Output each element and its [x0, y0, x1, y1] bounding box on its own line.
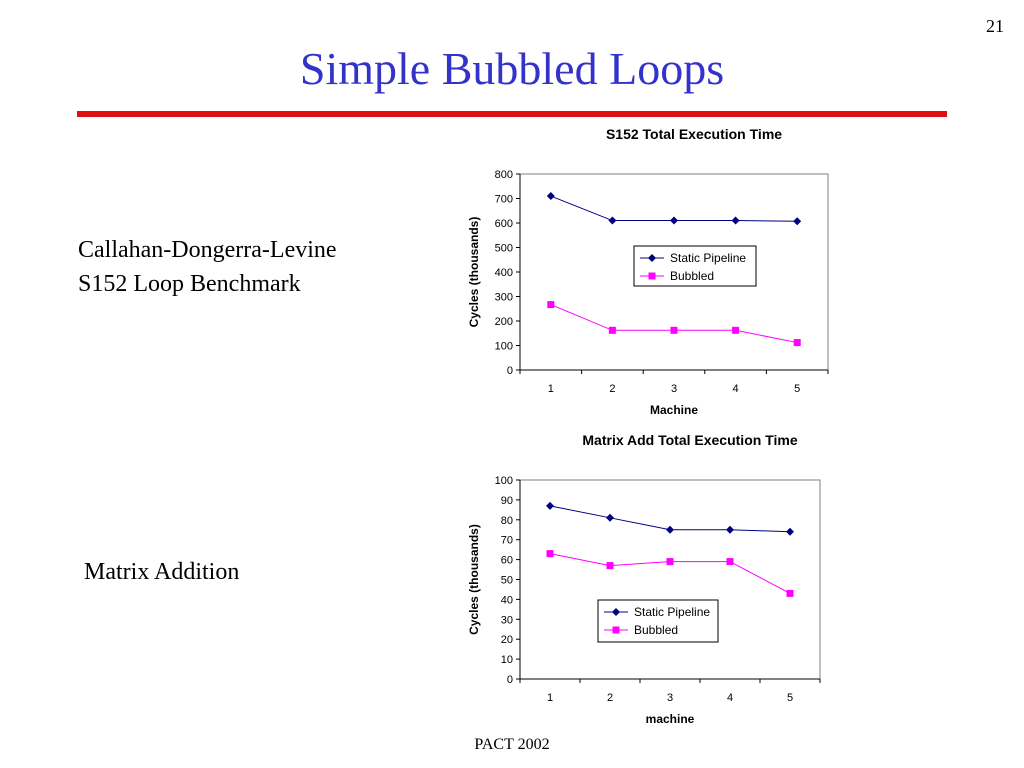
- static-pipeline-series-point: [666, 525, 674, 534]
- legend-swatch-marker: [612, 626, 620, 634]
- y-tick-label: 70: [501, 535, 513, 547]
- plot-area: [519, 479, 821, 680]
- x-tick-label: 1: [548, 383, 554, 395]
- y-axis-title: Cycles (thousands): [467, 524, 481, 635]
- y-tick-label: 10: [501, 654, 513, 666]
- legend-swatch-marker: [648, 254, 656, 262]
- static-pipeline-series-point: [670, 216, 678, 225]
- legend-entry: Bubbled: [634, 623, 678, 637]
- matrix-addition-label: Matrix Addition: [84, 559, 240, 585]
- static-pipeline-series-point: [608, 216, 617, 225]
- y-tick-label: 80: [501, 515, 513, 527]
- static-pipeline-series-point: [546, 192, 555, 201]
- benchmark-label-line1: Callahan-Dongerra-Levine: [78, 237, 337, 263]
- legend-box: [597, 599, 719, 643]
- matrix-add-chart-group: Matrix Add Total Execution Time 0 10 20 30 40…: [467, 432, 821, 726]
- y-tick-label: 0: [507, 365, 513, 377]
- static-pipeline-series: [546, 192, 802, 226]
- slide-number: 21: [986, 16, 1004, 36]
- legend-entry: Static Pipeline: [634, 605, 710, 619]
- legend-box: [633, 245, 757, 287]
- x-axis-title: Machine: [650, 403, 698, 417]
- y-tick-label: 20: [501, 634, 513, 646]
- chart-legend: Static Pipeline Bubbled: [633, 245, 757, 287]
- bubbled-series-line: [550, 304, 798, 344]
- bubbled-series-point: [547, 301, 555, 309]
- static-pipeline-series-point: [546, 501, 554, 510]
- y-tick-label: 40: [501, 594, 513, 606]
- bubbled-series-point: [606, 562, 614, 570]
- y-tick-label: 90: [501, 495, 513, 507]
- static-pipeline-series: [546, 501, 794, 536]
- bubbled-series-point: [786, 589, 794, 597]
- slide-title: Simple Bubbled Loops: [299, 43, 725, 94]
- benchmark-label: Callahan-Dongerra-Levine S152 Loop Bench…: [78, 233, 337, 301]
- y-tick-label: 800: [495, 169, 513, 181]
- x-tick-label: 5: [794, 383, 800, 395]
- static-pipeline-series-point: [731, 216, 740, 225]
- y-tick-label: 300: [495, 292, 513, 304]
- bubbled-series: [547, 301, 801, 347]
- y-tick-label: 50: [501, 575, 513, 587]
- bubbled-series-point: [793, 339, 801, 347]
- bubbled-series-point: [732, 326, 740, 334]
- static-pipeline-series-point: [786, 527, 794, 536]
- x-tick-label: 2: [609, 383, 615, 395]
- chart-title: S152 Total Execution Time: [606, 126, 782, 142]
- static-pipeline-series-point: [606, 513, 614, 522]
- bubbled-series-point: [546, 550, 554, 558]
- s152-chart-group: S152 Total Execution Time 0 100 200 300 400 50…: [467, 126, 829, 417]
- bubbled-series: [546, 550, 794, 597]
- bubbled-series-point: [670, 326, 678, 334]
- benchmark-label-line2: S152 Loop Benchmark: [78, 271, 301, 297]
- bubbled-series-point: [726, 558, 734, 566]
- legend-swatch-marker: [612, 608, 620, 616]
- x-tick-label: 3: [671, 383, 677, 395]
- x-tick-label: 1: [547, 692, 553, 704]
- y-tick-label: 60: [501, 555, 513, 567]
- y-tick-label: 100: [495, 341, 513, 353]
- legend-entry: Bubbled: [670, 269, 714, 283]
- y-tick-label: 700: [495, 194, 513, 206]
- y-tick-label: 200: [495, 316, 513, 328]
- y-tick-label: 30: [501, 614, 513, 626]
- x-tick-label: 3: [667, 692, 673, 704]
- y-tick-label: 600: [495, 218, 513, 230]
- y-tick-label: 100: [495, 475, 513, 487]
- bubbled-series-point: [608, 326, 616, 334]
- legend-entry: Static Pipeline: [670, 251, 746, 265]
- static-pipeline-series-point: [793, 217, 802, 226]
- x-tick-label: 2: [607, 692, 613, 704]
- x-tick-label: 4: [733, 383, 739, 395]
- x-tick-label: 5: [787, 692, 793, 704]
- x-tick-label: 4: [727, 692, 733, 704]
- static-pipeline-series-point: [726, 525, 734, 534]
- bubbled-series-point: [666, 558, 674, 566]
- y-tick-label: 500: [495, 243, 513, 255]
- y-tick-label: 0: [507, 674, 513, 686]
- footer-text: PACT 2002: [474, 736, 550, 753]
- title-divider: [77, 111, 947, 117]
- legend-swatch-marker: [648, 272, 656, 280]
- x-axis-title: machine: [646, 712, 695, 726]
- chart-title: Matrix Add Total Execution Time: [582, 432, 797, 448]
- y-axis-title: Cycles (thousands): [467, 217, 481, 328]
- y-tick-label: 400: [495, 267, 513, 279]
- chart-legend: Static Pipeline Bubbled: [597, 599, 719, 643]
